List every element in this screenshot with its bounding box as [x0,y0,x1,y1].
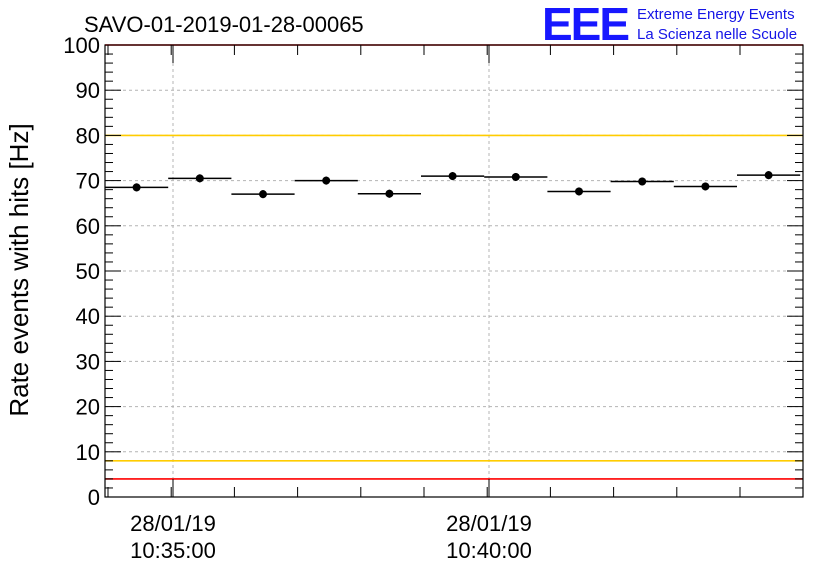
data-point [638,177,647,186]
x-tick-time: 10:40:00 [446,538,532,563]
logo-eee: EEE [542,0,628,50]
y-tick-label: 100 [63,33,100,58]
y-tick-label: 10 [76,440,100,465]
axes: 010203040506070809010028/01/1910:35:0028… [63,33,804,563]
data-point [764,171,773,180]
logo-line-1: Extreme Energy Events [637,6,795,23]
y-tick-label: 0 [88,485,100,510]
y-tick-label: 90 [76,78,100,103]
data-point [385,189,394,198]
data-point [195,174,204,183]
data-point [701,182,710,191]
y-tick-label: 80 [76,123,100,148]
data-point [259,190,267,199]
data-point [448,172,457,181]
data-point [575,187,583,196]
y-tick-label: 60 [76,214,100,239]
x-tick-date: 28/01/19 [130,511,216,536]
y-tick-label: 20 [76,395,100,420]
data-point [132,183,141,192]
logo-line-2: La Scienza nelle Scuole [637,26,797,43]
x-tick-date: 28/01/19 [446,511,532,536]
y-tick-label: 50 [76,259,100,284]
data-point [511,172,520,181]
data-points [105,171,801,199]
eee-logo: EEE Extreme Energy Events La Scienza nel… [542,0,797,50]
y-tick-label: 30 [76,349,100,374]
chart-title: SAVO-01-2019-01-28-00065 [84,12,364,37]
data-point [322,176,331,185]
y-tick-label: 40 [76,304,100,329]
y-axis-title: Rate events with hits [Hz] [4,123,34,416]
x-tick-time: 10:35:00 [130,538,216,563]
y-tick-label: 70 [76,169,100,194]
